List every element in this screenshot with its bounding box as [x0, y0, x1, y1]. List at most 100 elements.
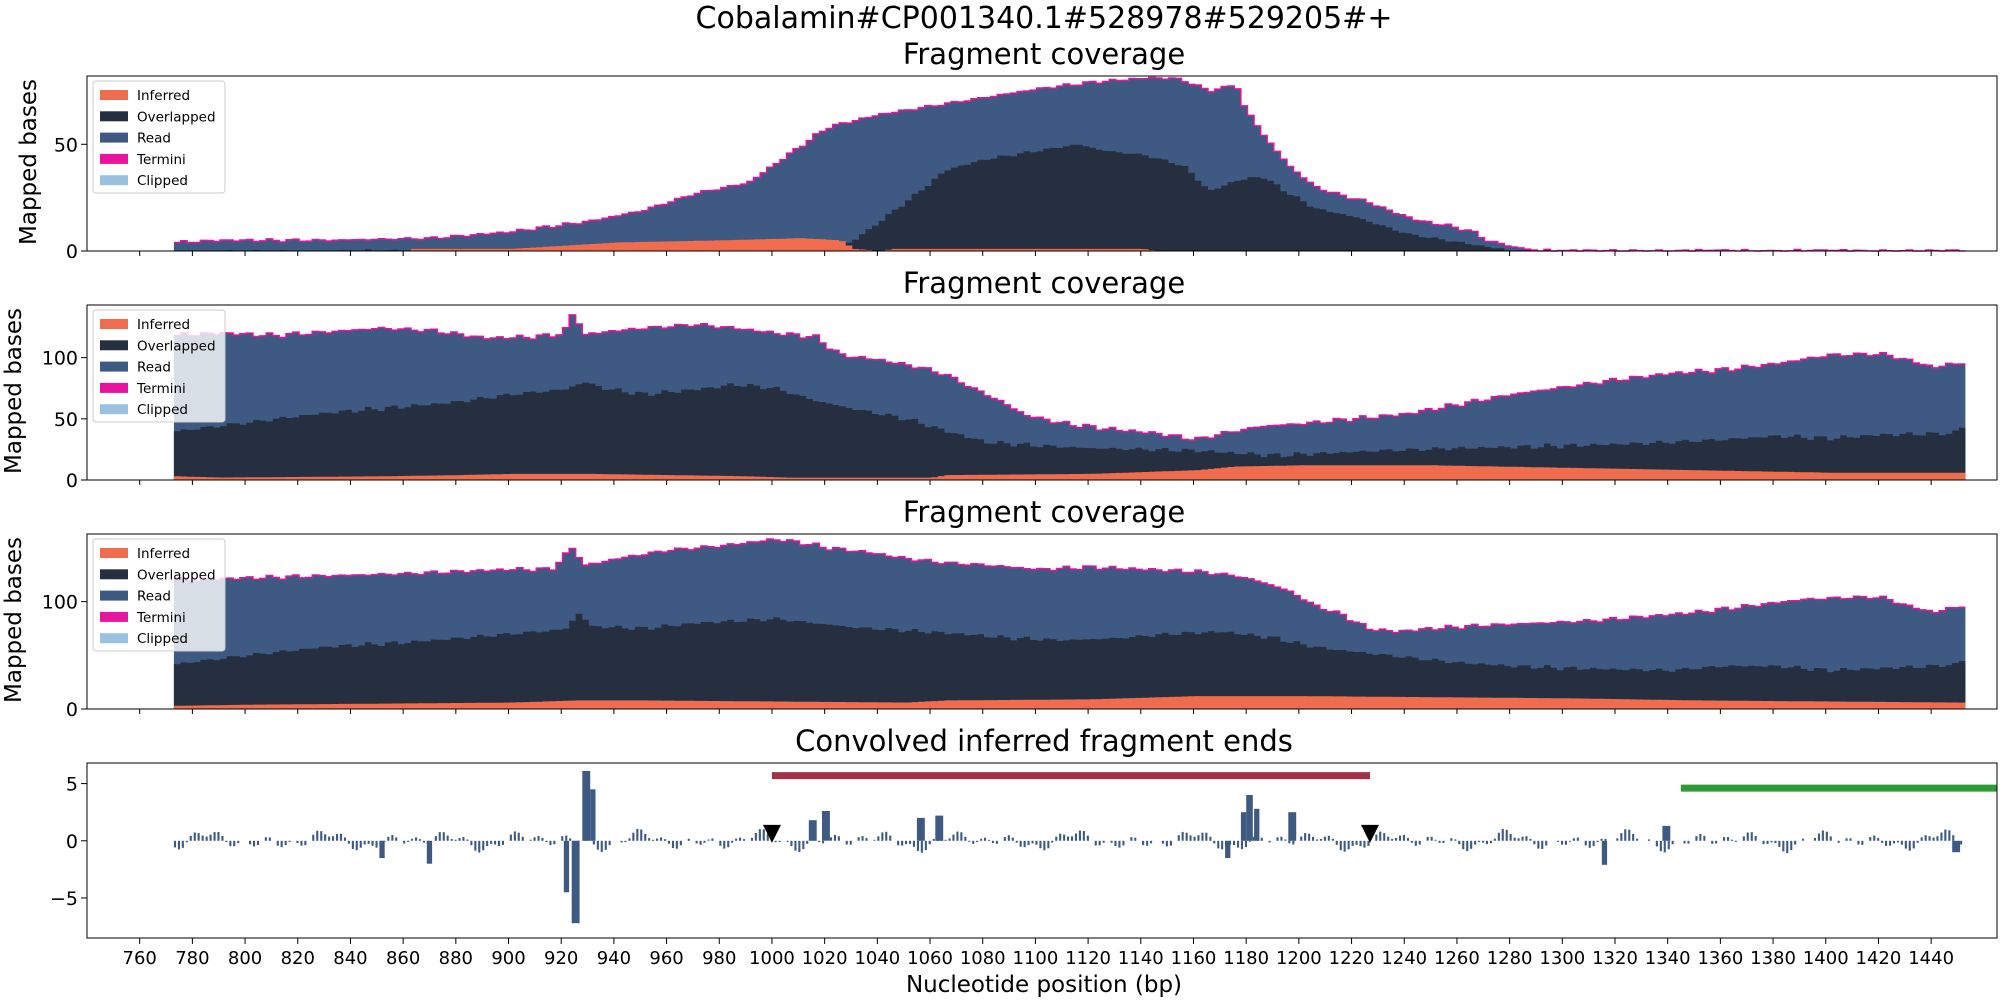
bar — [1802, 838, 1805, 841]
y-tick-label: 5 — [66, 774, 78, 796]
bar — [1604, 838, 1607, 841]
bar — [1908, 840, 1911, 851]
bar — [1043, 840, 1046, 851]
bar — [316, 830, 319, 841]
bar — [1537, 840, 1540, 849]
bar — [1778, 840, 1781, 847]
x-tick-label: 1360 — [1697, 948, 1743, 969]
bar — [679, 840, 682, 846]
bar — [237, 840, 240, 844]
bar — [351, 840, 354, 849]
bar — [1082, 831, 1085, 841]
legend-swatch-overlapped — [100, 340, 128, 351]
bar — [822, 811, 830, 841]
bar — [1094, 840, 1097, 846]
bar — [529, 839, 532, 841]
bar — [501, 840, 504, 845]
y-tick-label: 0 — [66, 470, 78, 492]
bar — [363, 840, 366, 845]
bar — [1924, 835, 1927, 841]
bar — [1035, 840, 1038, 845]
bar — [209, 834, 212, 841]
bar — [960, 832, 963, 841]
bar — [928, 840, 931, 845]
bar — [375, 840, 378, 848]
axes-frame — [86, 304, 1998, 481]
bar — [1399, 835, 1402, 841]
bar — [474, 840, 477, 851]
bar — [1246, 795, 1253, 841]
bar — [735, 838, 738, 841]
bar — [1663, 840, 1666, 853]
bar — [1383, 833, 1386, 841]
bar — [185, 840, 188, 843]
bar — [1254, 808, 1260, 841]
bar — [1019, 840, 1022, 847]
bar — [924, 840, 927, 850]
bar — [980, 838, 983, 841]
bar — [1596, 840, 1599, 842]
y-tick-label: 100 — [42, 592, 78, 614]
x-tick-label: 800 — [228, 948, 262, 969]
bar — [1576, 837, 1579, 841]
bar — [1584, 840, 1587, 846]
bar — [1059, 833, 1062, 841]
bar — [563, 840, 570, 893]
y-tick-label: 0 — [66, 831, 78, 853]
bar — [743, 839, 746, 841]
bar — [1442, 840, 1445, 843]
bar — [739, 837, 742, 841]
bar — [774, 840, 777, 843]
bar — [1355, 840, 1358, 845]
bar — [881, 832, 884, 841]
x-tick-label: 1260 — [1434, 948, 1480, 969]
bar — [1667, 840, 1670, 850]
bar — [1007, 835, 1010, 841]
bar — [1379, 831, 1382, 841]
bar — [422, 840, 425, 843]
bar — [276, 840, 279, 846]
bar — [1482, 840, 1485, 843]
bar — [549, 840, 552, 846]
x-tick-label: 1440 — [1908, 948, 1954, 969]
bar — [1904, 840, 1907, 849]
x-tick-label: 1140 — [1118, 948, 1164, 969]
bar — [905, 840, 908, 845]
x-tick-label: 1060 — [907, 948, 953, 969]
bar — [553, 840, 556, 845]
x-tick-label: 980 — [702, 948, 736, 969]
bar — [1592, 840, 1595, 847]
bar — [1466, 840, 1469, 852]
bar — [1276, 837, 1279, 841]
bar — [1074, 833, 1077, 841]
bar — [1395, 838, 1398, 841]
bar — [731, 840, 734, 843]
y-tick-label: 100 — [42, 348, 78, 370]
bar — [1770, 840, 1773, 843]
bar — [1244, 840, 1247, 848]
bar — [873, 839, 876, 841]
bar — [778, 840, 781, 842]
panel-title: Fragment coverage — [903, 37, 1185, 71]
bar — [972, 840, 975, 844]
bar — [328, 836, 331, 841]
axes-frame — [86, 533, 1998, 710]
bar — [592, 840, 595, 845]
legend-swatch-termini — [100, 382, 128, 393]
y-axis-label: Mapped bases — [1, 537, 27, 703]
inferred-area — [173, 696, 1966, 709]
bar — [1367, 840, 1370, 846]
x-tick-label: 880 — [439, 948, 473, 969]
y-tick-label: 50 — [54, 134, 78, 156]
legend-swatch-inferred — [100, 548, 128, 558]
bar — [754, 833, 757, 841]
bar — [1454, 839, 1457, 841]
bar — [750, 837, 753, 841]
bar — [596, 840, 599, 850]
legend-swatch-overlapped — [100, 111, 128, 122]
bar — [628, 838, 631, 841]
bar — [909, 840, 912, 844]
bar — [1470, 840, 1473, 849]
bar — [1015, 840, 1018, 843]
bar — [1620, 833, 1623, 841]
